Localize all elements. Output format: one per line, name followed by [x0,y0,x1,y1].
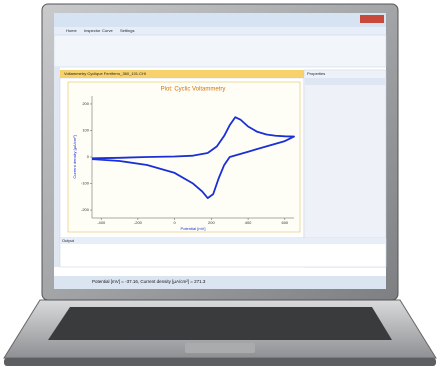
cv-curve [91,116,295,200]
status-text: Potential [mV] = -37.16, Current density… [92,279,206,284]
keyboard [48,307,392,340]
properties-panel [303,69,387,268]
ribbon-tab[interactable]: Settings [120,28,134,33]
ribbon-tabs [54,27,386,35]
document-tab-strip [60,70,304,78]
ribbon [53,34,387,68]
y-tick-label: -200 [81,207,90,212]
x-tick-label: 0 [174,220,177,225]
left-dock [54,67,60,267]
x-tick-label: 400 [245,220,252,225]
x-tick-label: -200 [134,220,143,225]
properties-title: Properties [307,71,325,76]
x-axis-label: Potential [mV] [181,226,206,231]
y-tick-label: -100 [81,181,90,186]
touchpad [185,343,255,353]
document-tab[interactable]: Voltammetry Cyclique Ferriferro_360_101.… [64,71,146,76]
ribbon-tab[interactable]: Inspector [84,28,101,33]
y-tick-label: 100 [82,128,89,133]
output-header [60,238,386,244]
x-tick-label: 200 [208,220,215,225]
y-tick-label: 200 [82,101,89,106]
ribbon-tab[interactable]: Home [66,28,77,33]
laptop-front [4,358,436,366]
ribbon-tab[interactable]: Curve [102,28,113,33]
y-axis-label: Current density [µA/cm²] [72,135,77,178]
x-tick-label: 600 [281,220,288,225]
properties-header [305,78,385,85]
status-bar [54,276,386,289]
window-controls [360,15,384,23]
chart-title: Plot: Cyclic Voltammetry [161,87,226,93]
title-bar [54,13,386,27]
plot-frame [67,81,301,233]
y-tick-label: 0 [87,154,90,159]
x-tick-label: -400 [97,220,106,225]
output-title: Output [62,238,75,243]
